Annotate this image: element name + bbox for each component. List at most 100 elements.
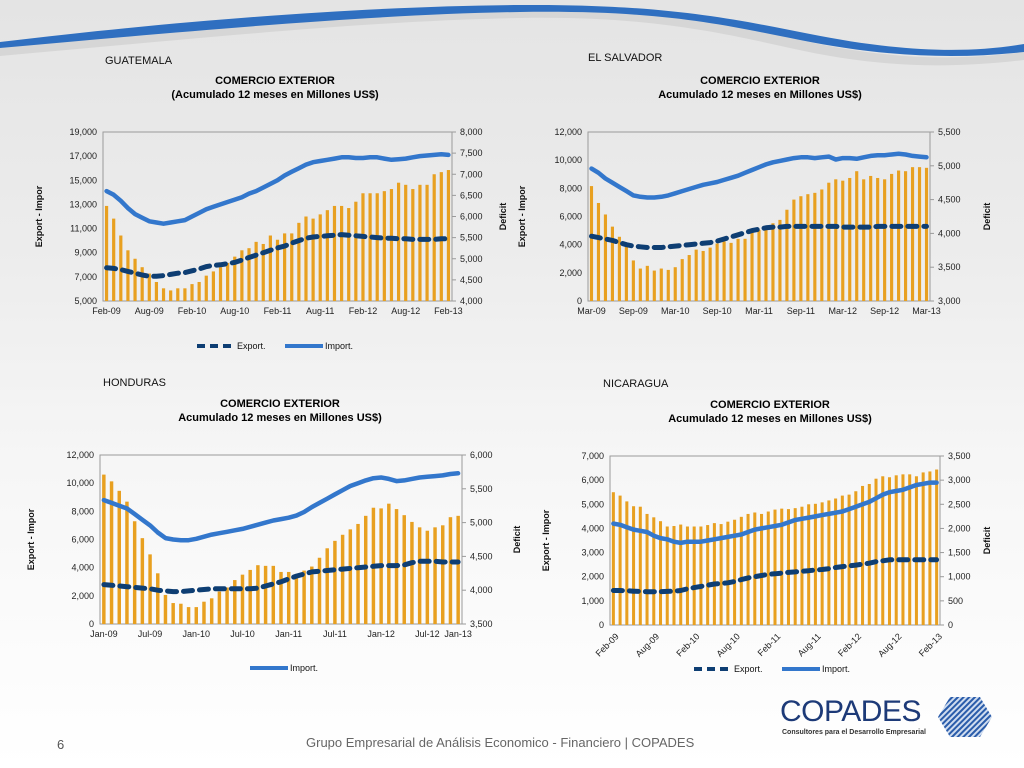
deficit-bar — [699, 526, 703, 625]
deficit-bar — [225, 587, 229, 624]
import-line — [611, 480, 939, 546]
x-tick-label: Jul-11 — [323, 629, 347, 639]
deficit-bar — [340, 534, 345, 624]
deficit-bar — [625, 501, 629, 625]
deficit-bar — [921, 472, 925, 625]
deficit-bar — [722, 241, 726, 301]
deficit-bar — [368, 193, 372, 301]
deficit-bar — [807, 504, 811, 625]
deficit-bar — [363, 515, 368, 624]
deficit-bar — [706, 525, 710, 625]
deficit-bar — [876, 177, 880, 301]
x-tick-label: Jul-12 — [415, 629, 440, 639]
x-tick-label: Jan-09 — [90, 629, 118, 639]
deficit-bar — [679, 524, 683, 625]
deficit-bar — [325, 210, 329, 301]
deficit-bar — [294, 577, 299, 624]
deficit-bar — [354, 201, 358, 301]
y2-tick-label: 5,500 — [460, 233, 483, 243]
deficit-bar — [197, 281, 201, 301]
deficit-bar — [317, 557, 322, 624]
deficit-bar — [310, 566, 314, 624]
deficit-bar — [154, 281, 159, 301]
deficit-bar — [302, 570, 306, 624]
export-line — [589, 223, 929, 250]
x-tick-label: Jan-13 — [444, 629, 472, 639]
deficit-bar — [874, 478, 878, 625]
deficit-bar — [739, 516, 743, 625]
y-tick-label: 10,000 — [66, 478, 94, 488]
chart-honduras: 0 2,000 4,000 6,000 8,000 10,000 12,000 3,500 4,… — [26, 450, 522, 673]
x-tick-label: Aug-09 — [135, 306, 164, 316]
deficit-bar — [618, 495, 622, 625]
deficit-bar — [271, 565, 276, 624]
deficit-bar — [753, 512, 757, 625]
deficit-bar — [156, 573, 160, 624]
deficit-bar — [348, 529, 353, 624]
deficit-bar — [869, 175, 873, 301]
y2-tick-label: 4,000 — [938, 228, 961, 238]
deficit-bar — [448, 517, 453, 624]
deficit-bar — [183, 288, 187, 301]
country-label: HONDURAS — [103, 377, 166, 389]
deficit-bar — [773, 509, 777, 625]
y-tick-label: 12,000 — [554, 127, 582, 137]
deficit-bar — [347, 208, 351, 301]
x-tick-label: Jan-12 — [367, 629, 395, 639]
deficit-bar — [589, 186, 594, 301]
deficit-bar — [928, 471, 932, 625]
deficit-bar — [290, 233, 294, 301]
deficit-bar — [375, 193, 379, 301]
deficit-bar — [672, 526, 676, 625]
deficit-bar — [417, 527, 422, 624]
deficit-bar — [617, 236, 621, 301]
deficit-bar — [638, 268, 642, 301]
deficit-bar — [186, 607, 191, 624]
y2-tick-label: 2,500 — [948, 499, 971, 509]
chart-title: COMERCIO EXTERIOR Acumulado 12 meses en … — [615, 398, 925, 426]
y2-tick-label: 1,500 — [948, 548, 971, 558]
x-tick-label: Aug-11 — [796, 631, 823, 658]
chart-guatemala: 5,000 7,000 9,000 11,000 13,000 15,000 17,000 1… — [34, 127, 508, 351]
deficit-bar — [924, 167, 929, 301]
x-tick-label: Sep-12 — [870, 306, 899, 316]
deficit-bar — [456, 515, 460, 624]
y-tick-label: 11,000 — [70, 224, 97, 234]
deficit-bar — [659, 268, 663, 301]
deficit-bar — [233, 256, 237, 301]
x-tick-label: Mar-10 — [661, 306, 690, 316]
deficit-bar — [140, 267, 144, 301]
deficit-bar — [218, 267, 223, 301]
import-line — [104, 152, 451, 226]
deficit-bar — [624, 246, 628, 301]
x-tick-label: Mar-11 — [745, 306, 773, 316]
legend-export-label: Export. — [734, 664, 763, 674]
y-tick-label: 0 — [599, 620, 604, 630]
deficit-bar — [854, 491, 858, 625]
deficit-bar — [834, 498, 838, 625]
y2-tick-label: 5,000 — [460, 254, 483, 264]
chart-title-main: COMERCIO EXTERIOR — [215, 75, 335, 87]
y2-tick-label: 7,000 — [460, 169, 483, 179]
y2-tick-label: 4,500 — [460, 275, 483, 285]
chart-title-main: COMERCIO EXTERIOR — [220, 398, 340, 410]
y2-tick-label: 6,500 — [460, 190, 483, 200]
deficit-bar — [163, 594, 168, 624]
x-tick-label: Jan-11 — [275, 629, 302, 639]
export-line — [610, 557, 940, 595]
y2-tick-label: 8,000 — [460, 127, 483, 137]
deficit-bar — [708, 247, 712, 301]
deficit-bar — [425, 530, 430, 624]
y-tick-label: 8,000 — [559, 183, 582, 193]
deficit-bar — [297, 222, 301, 301]
deficit-bar — [917, 167, 922, 301]
deficit-bar — [638, 506, 642, 625]
x-tick-label: Sep-10 — [703, 306, 732, 316]
deficit-bar — [233, 580, 237, 624]
deficit-bar — [750, 232, 754, 301]
deficit-bar — [411, 189, 415, 301]
deficit-bar — [202, 601, 206, 624]
deficit-bar — [658, 521, 663, 625]
deficit-bar — [610, 226, 614, 301]
deficit-bar — [780, 508, 784, 625]
